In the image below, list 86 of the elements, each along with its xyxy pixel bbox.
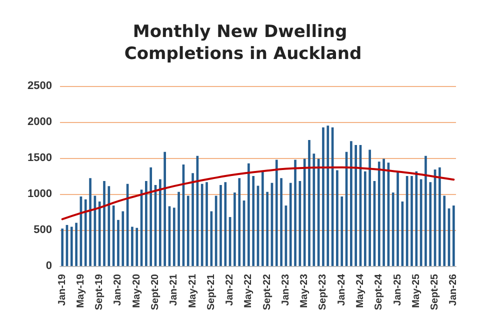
x-tick-label: Jan-24 [336, 274, 348, 306]
bar [303, 158, 306, 266]
bar [308, 140, 310, 266]
y-tick-label: 1000 [28, 188, 52, 200]
bar [89, 178, 92, 266]
bar [452, 206, 455, 266]
bar [443, 196, 446, 266]
y-tick-label: 2500 [28, 80, 52, 92]
bar [382, 158, 385, 266]
x-tick-label: Jan-23 [280, 274, 292, 306]
bar [172, 208, 176, 266]
y-tick-label: 0 [46, 260, 52, 272]
bar [220, 185, 222, 266]
bar [150, 167, 152, 266]
bar [145, 181, 148, 266]
x-tick-label: Jan-22 [224, 274, 236, 306]
bar [438, 167, 441, 266]
bar [75, 222, 78, 266]
chart-title: Monthly New Dwelling Completions in Auckland [124, 22, 362, 64]
bar [186, 196, 190, 266]
bar [261, 171, 264, 266]
bar [289, 182, 292, 266]
bar [378, 162, 380, 266]
x-tick-label: Sept-25 [430, 274, 441, 310]
bar [415, 171, 418, 266]
bar [326, 126, 330, 266]
bar [266, 192, 268, 266]
x-tick-label: Sept-23 [318, 274, 329, 310]
x-tick-label: May-24 [354, 274, 366, 308]
x-tick-label: Jan-25 [392, 274, 404, 306]
bar [98, 202, 101, 266]
bar [368, 150, 371, 266]
bar [340, 196, 344, 266]
y-tick-label: 2000 [28, 116, 52, 128]
line-series [61, 166, 455, 220]
y-tick-label: 500 [34, 224, 52, 236]
bar [248, 163, 250, 266]
x-tick-label: Sept-20 [150, 274, 162, 310]
x-tick-label: Jan-20 [112, 274, 124, 306]
bar [61, 228, 64, 266]
x-tick-label: May-22 [243, 274, 254, 308]
bar [322, 127, 324, 266]
bar [178, 192, 180, 266]
x-tick-label: May-25 [410, 274, 422, 308]
x-tick-label: Jan-26 [448, 274, 460, 306]
x-tick-label: Jan-21 [168, 274, 180, 306]
bar [424, 156, 427, 266]
bar [238, 178, 241, 266]
bar [354, 145, 357, 266]
x-tick-label: Sept-21 [206, 274, 217, 310]
bar [103, 181, 106, 266]
bar [136, 228, 138, 266]
x-tick-label: Sept-19 [94, 274, 106, 310]
bar [122, 211, 124, 266]
bar [280, 178, 282, 266]
bar [210, 211, 213, 266]
bar [117, 220, 120, 266]
x-tick-label: May-19 [75, 274, 86, 308]
bar [252, 176, 255, 266]
x-tick-label: Jan-19 [56, 274, 68, 306]
bar [336, 170, 338, 266]
bar [275, 160, 278, 266]
bar [294, 160, 296, 266]
bar [234, 192, 236, 266]
bar [131, 226, 134, 266]
bar [350, 141, 352, 266]
x-tick-label: May-20 [131, 274, 142, 308]
bar [200, 184, 204, 266]
bar [312, 154, 316, 266]
bar [84, 199, 87, 266]
x-tick-label: Sept-22 [262, 274, 273, 310]
y-tick-label: 1500 [28, 152, 52, 164]
bar [396, 172, 399, 266]
bar [192, 173, 194, 266]
bar [392, 192, 394, 266]
bar [364, 171, 366, 266]
bar [164, 152, 166, 266]
x-tick-label: May-21 [187, 274, 198, 308]
bar [429, 182, 432, 266]
x-tick-label: May-23 [299, 274, 310, 308]
bar [224, 182, 227, 266]
bar [206, 182, 208, 266]
bar [410, 176, 413, 266]
x-tick-label: Sept-24 [374, 274, 385, 310]
bar [70, 226, 73, 266]
bar [159, 179, 162, 266]
